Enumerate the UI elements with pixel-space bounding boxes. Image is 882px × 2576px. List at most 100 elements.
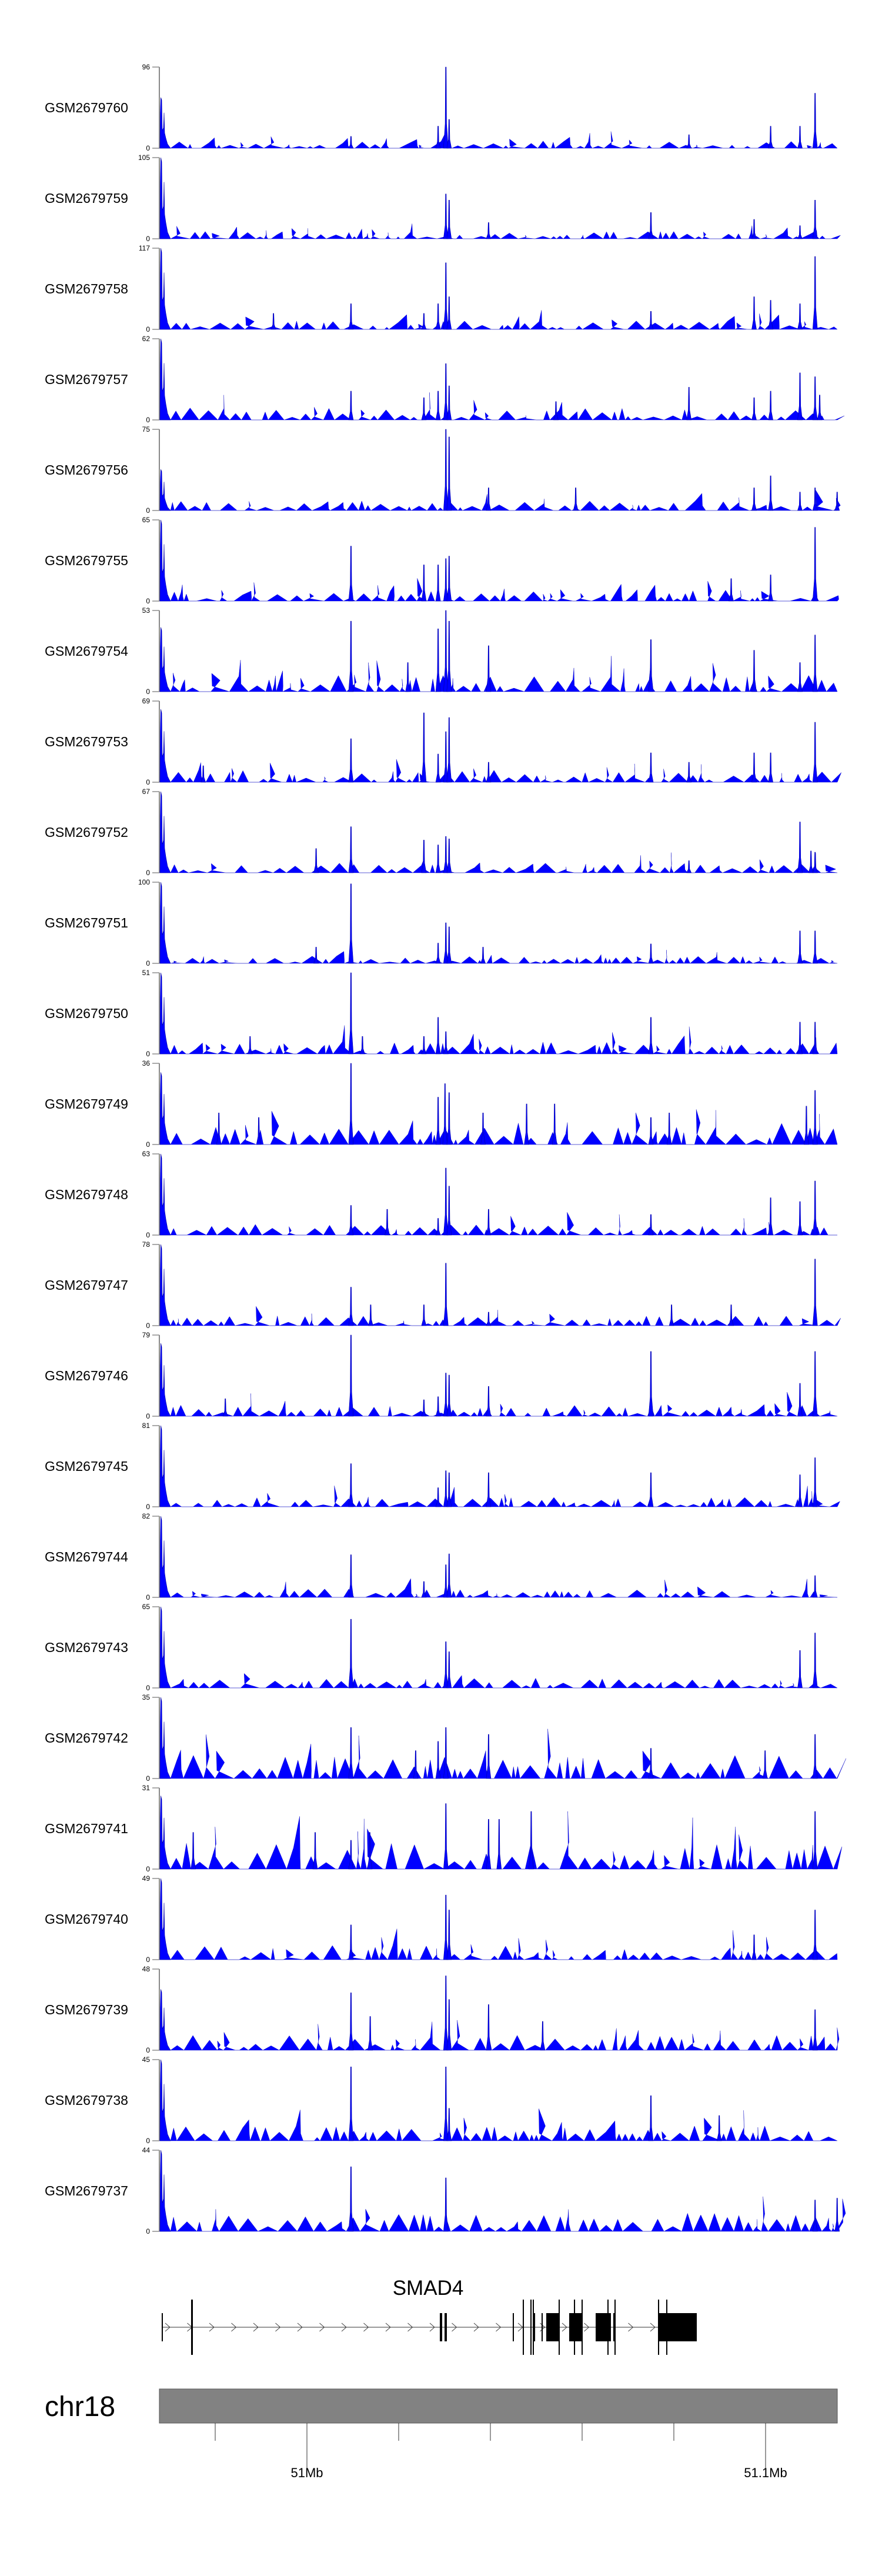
signal-peak [751, 296, 757, 330]
signal-peak [446, 839, 452, 873]
signal-peak [486, 762, 492, 783]
y-min-label: 0 [146, 1593, 150, 1601]
signal-peak [159, 1796, 171, 1870]
signal-peak [421, 712, 427, 783]
signal-peak [768, 1197, 773, 1236]
y-min-label: 0 [146, 2137, 150, 2145]
y-min-label: 0 [146, 597, 150, 605]
y-max-label: 79 [142, 1331, 151, 1339]
track-label: GSM2679750 [45, 1006, 128, 1021]
signal-peak [808, 850, 814, 873]
track-label: GSM2679760 [45, 100, 128, 115]
signal-peak [446, 1374, 452, 1417]
signal-peak [159, 1425, 171, 1507]
track-GSM2679750: GSM2679750 51 0 [45, 969, 838, 1058]
signal-peak [648, 639, 654, 692]
signal-peak [768, 300, 773, 330]
signal-peak [768, 126, 773, 149]
y-max-label: 67 [142, 788, 151, 796]
chromosome-label: chr18 [45, 2391, 115, 2422]
y-min-label: 0 [146, 1322, 150, 1330]
signal-peak [446, 436, 452, 511]
strand-chevron-icon [496, 2323, 502, 2332]
y-max-label: 65 [142, 516, 151, 524]
signal-peak [573, 488, 579, 511]
y-max-label: 51 [142, 969, 151, 977]
signal-peak [446, 296, 452, 330]
signal-peak [812, 1022, 818, 1055]
track-label: GSM2679737 [45, 2183, 128, 2198]
signal-peak [797, 492, 803, 511]
axis-tick-label: 51Mb [290, 2465, 323, 2480]
signal-peak [797, 1022, 803, 1055]
strand-chevron-icon [231, 2323, 237, 2332]
signal-peak [443, 262, 449, 330]
signal-peak [797, 662, 803, 692]
signal-peak [159, 709, 171, 783]
signal-peak [421, 1304, 427, 1326]
signal-peak [797, 372, 803, 421]
signal-peak [435, 845, 441, 873]
signal-peak [313, 848, 319, 873]
track-GSM2679740: GSM2679740 49 0 [45, 1874, 838, 1964]
signal-peak [797, 1650, 803, 1689]
y-min-label: 0 [146, 1774, 150, 1783]
track-GSM2679746: GSM2679746 79 0 [45, 1331, 838, 1420]
y-max-label: 117 [139, 244, 150, 252]
background-signal [159, 392, 845, 421]
signal-peak [812, 376, 818, 421]
strand-chevron-icon [341, 2323, 347, 2332]
signal-peak [812, 256, 818, 330]
signal-peak [443, 1727, 449, 1779]
track-GSM2679756: GSM2679756 75 0 [45, 425, 841, 515]
signal-peak [159, 97, 171, 149]
signal-peak [159, 972, 171, 1055]
signal-peak [312, 1832, 318, 1870]
signal-peak [348, 1205, 354, 1236]
track-label: GSM2679739 [45, 2002, 128, 2017]
signal-peak [686, 387, 692, 421]
exon [161, 2313, 163, 2341]
signal-peak [486, 2004, 492, 2051]
signal-peak [486, 1819, 492, 1870]
signal-peak [435, 565, 441, 602]
signal-peak [435, 1017, 441, 1055]
background-signal [159, 489, 841, 511]
y-max-label: 65 [142, 1603, 151, 1611]
signal-peak [348, 1727, 354, 1779]
signal-peak [812, 1457, 818, 1507]
track-GSM2679744: GSM2679744 82 0 [45, 1512, 838, 1601]
background-signal [159, 578, 839, 602]
signal-peak [812, 1351, 818, 1417]
signal-peak [348, 1063, 354, 1145]
y-max-label: 75 [142, 425, 151, 433]
signal-peak [348, 2166, 354, 2232]
strand-chevron-icon [407, 2323, 413, 2332]
signal-peak [421, 397, 427, 421]
signal-peak [247, 1036, 253, 1055]
signal-peak [159, 248, 171, 330]
signal-peak [648, 1017, 654, 1055]
signal-peak [159, 791, 171, 873]
signal-peak [812, 2009, 818, 2051]
exon [439, 2313, 443, 2341]
signal-peak [256, 1117, 262, 1145]
track-GSM2679737: GSM2679737 44 0 [45, 2146, 846, 2235]
signal-peak [446, 199, 452, 239]
signal-peak [159, 469, 171, 511]
signal-peak [648, 311, 654, 330]
signal-peak [348, 136, 354, 149]
signal-peak [812, 722, 818, 783]
signal-peak [159, 157, 171, 239]
signal-peak [348, 1334, 354, 1417]
signal-peak [159, 882, 171, 964]
signal-peak [751, 397, 757, 421]
signal-peak [486, 1734, 492, 1779]
signal-peak [486, 1312, 492, 1326]
signal-peak [348, 1840, 354, 1870]
track-GSM2679749: GSM2679749 36 0 [45, 1059, 838, 1149]
exon [541, 2313, 543, 2341]
y-min-label: 0 [146, 1503, 150, 1511]
exon [534, 2313, 536, 2341]
